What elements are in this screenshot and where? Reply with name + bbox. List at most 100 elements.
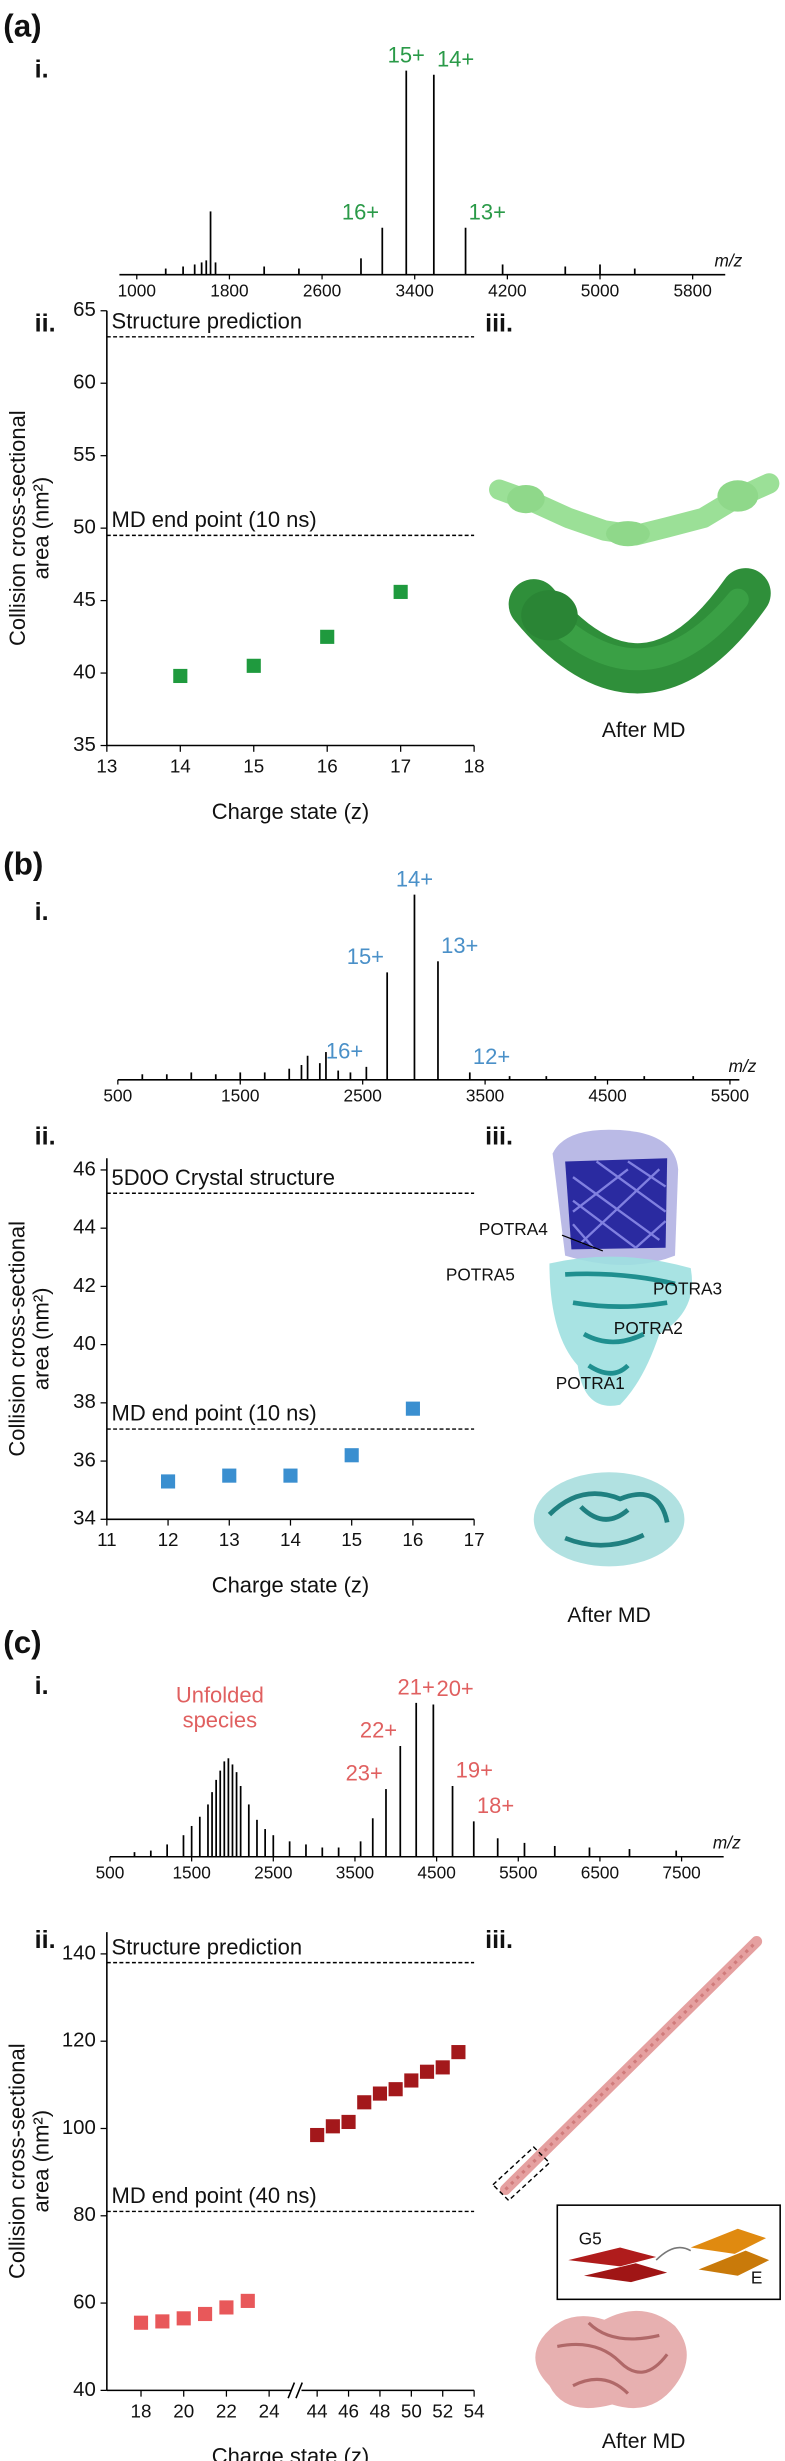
peak-label: 14+ (437, 46, 474, 71)
x-tick-label: 500 (96, 1863, 125, 1883)
x-tick-label: 3500 (336, 1863, 374, 1883)
peak-label: 16+ (326, 1039, 363, 1064)
x-tick-label: 14 (170, 755, 191, 776)
x-tick-label: 18 (131, 2400, 152, 2421)
x-tick-label: 2500 (254, 1863, 292, 1883)
peak-label: 13+ (441, 933, 478, 958)
reference-label: Structure prediction (112, 1934, 303, 1959)
y-tick-label: 35 (73, 734, 96, 756)
x-tick-label: 5500 (711, 1086, 749, 1106)
y-tick-label: 34 (73, 1508, 96, 1530)
y-tick-label: 60 (73, 372, 96, 394)
y-tick-label: 50 (73, 517, 96, 539)
x-tick-label: 2600 (303, 280, 341, 300)
y-tick-label: 60 (73, 2291, 96, 2313)
reference-label: MD end point (40 ns) (112, 2183, 317, 2208)
caption: After MD (567, 1604, 651, 1627)
data-point (283, 1468, 298, 1483)
data-point (404, 2073, 419, 2088)
data-point (240, 2293, 255, 2308)
y-tick-label: 42 (73, 1275, 96, 1297)
data-point (219, 2300, 234, 2315)
data-point (310, 2127, 325, 2143)
y-axis-label: Collision cross-sectional (5, 2043, 30, 2279)
data-point (246, 658, 261, 673)
annotation: species (183, 1708, 258, 1733)
y-tick-label: 40 (73, 1333, 96, 1355)
x-tick-label: 17 (464, 1529, 485, 1550)
y-tick-label: 80 (73, 2204, 96, 2226)
subpanel-label: i. (35, 898, 49, 926)
x-tick-label: 16 (402, 1529, 423, 1550)
x-tick-label: 1500 (221, 1086, 259, 1106)
x-tick-label: 13 (96, 755, 117, 776)
y-axis-label: area (nm²) (28, 1288, 53, 1391)
x-tick-label: 1000 (118, 280, 156, 300)
data-point (357, 2095, 372, 2110)
data-point (222, 1468, 237, 1483)
subpanel-label: ii. (35, 310, 56, 338)
x-tick-label: 6500 (581, 1863, 619, 1883)
data-point (173, 668, 188, 684)
peak-label: 15+ (347, 944, 384, 969)
x-axis-label: Charge state (z) (212, 799, 370, 824)
y-tick-label: 65 (73, 299, 96, 321)
x-tick-label: 15 (341, 1529, 362, 1550)
y-tick-label: 45 (73, 589, 96, 611)
y-tick-label: 46 (73, 1158, 96, 1180)
x-tick-label: 14 (280, 1529, 301, 1550)
x-tick-label: 500 (103, 1086, 132, 1106)
data-point (155, 2314, 170, 2329)
data-point (341, 2114, 356, 2130)
peak-label: 23+ (346, 1761, 383, 1786)
data-point (344, 1448, 359, 1463)
peak-label: 18+ (477, 1793, 514, 1818)
x-tick-label: 15 (243, 755, 264, 776)
data-point (176, 2311, 191, 2326)
x-tick-label: 44 (307, 2400, 328, 2421)
x-tick-label: 4500 (588, 1086, 626, 1106)
y-tick-label: 140 (62, 1942, 96, 1964)
peak-label: 14+ (396, 866, 433, 891)
x-tick-label: 13 (219, 1529, 240, 1550)
x-tick-label: 1500 (172, 1863, 210, 1883)
peak-label: 22+ (360, 1718, 397, 1743)
panel-label: (b) (3, 847, 43, 882)
data-point (325, 2119, 340, 2134)
x-tick-label: 1800 (210, 280, 248, 300)
reference-label: MD end point (10 ns) (112, 1401, 317, 1426)
structure-prediction-c (491, 1935, 781, 2301)
caption: After MD (602, 2430, 686, 2453)
caption: POTRA1 (556, 1373, 625, 1393)
data-point (419, 2064, 435, 2079)
data-point (160, 1474, 176, 1489)
caption: After MD (602, 719, 686, 742)
structure-prediction-a (489, 473, 780, 547)
data-point (393, 584, 408, 599)
y-tick-label: 40 (73, 2379, 96, 2401)
x-tick-label: 5000 (581, 280, 619, 300)
caption: E (751, 2267, 763, 2287)
data-point (435, 2060, 450, 2075)
y-axis-label: Collision cross-sectional (5, 410, 30, 646)
peak-label: 12+ (473, 1044, 510, 1069)
x-axis-label: m/z (714, 251, 742, 271)
annotation: Unfolded (176, 1682, 264, 1707)
subpanel-label: iii. (485, 1926, 513, 1954)
x-tick-label: 17 (390, 755, 411, 776)
y-tick-label: 55 (73, 444, 96, 466)
x-tick-label: 3400 (396, 280, 434, 300)
caption: G5 (579, 2228, 602, 2248)
y-tick-label: 36 (73, 1449, 96, 1471)
peak-label: 15+ (388, 42, 425, 67)
y-tick-label: 120 (62, 2030, 96, 2052)
y-axis-label: area (nm²) (28, 2110, 53, 2213)
reference-label: 5D0O Crystal structure (112, 1165, 335, 1190)
x-tick-label: 2500 (343, 1086, 381, 1106)
data-point (198, 2306, 213, 2322)
x-tick-label: 20 (173, 2400, 194, 2421)
caption: POTRA2 (614, 1318, 683, 1338)
y-tick-label: 44 (73, 1217, 96, 1239)
x-tick-label: 7500 (662, 1863, 700, 1883)
